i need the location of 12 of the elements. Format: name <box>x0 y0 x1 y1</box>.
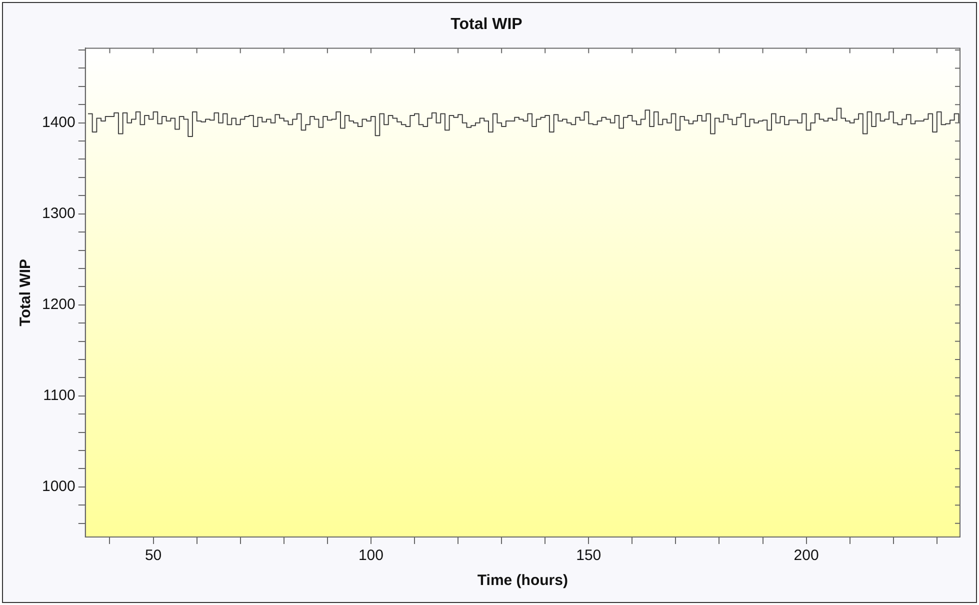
y-tick-label: 1300 <box>42 205 76 222</box>
x-tick-label: 100 <box>358 547 384 564</box>
x-tick-label: 150 <box>576 547 602 564</box>
y-tick-label: 1100 <box>43 387 76 404</box>
x-tick-label: 50 <box>144 547 162 564</box>
y-axis-title: Total WIP <box>17 258 34 326</box>
chart-title: Total WIP <box>450 16 523 34</box>
y-tick-label: 1000 <box>42 478 76 496</box>
y-tick-label: 1200 <box>42 296 76 314</box>
x-tick-label: 200 <box>794 547 819 564</box>
x-axis-title: Time (hours) <box>477 572 568 590</box>
y-tick-label: 1400 <box>42 114 76 131</box>
